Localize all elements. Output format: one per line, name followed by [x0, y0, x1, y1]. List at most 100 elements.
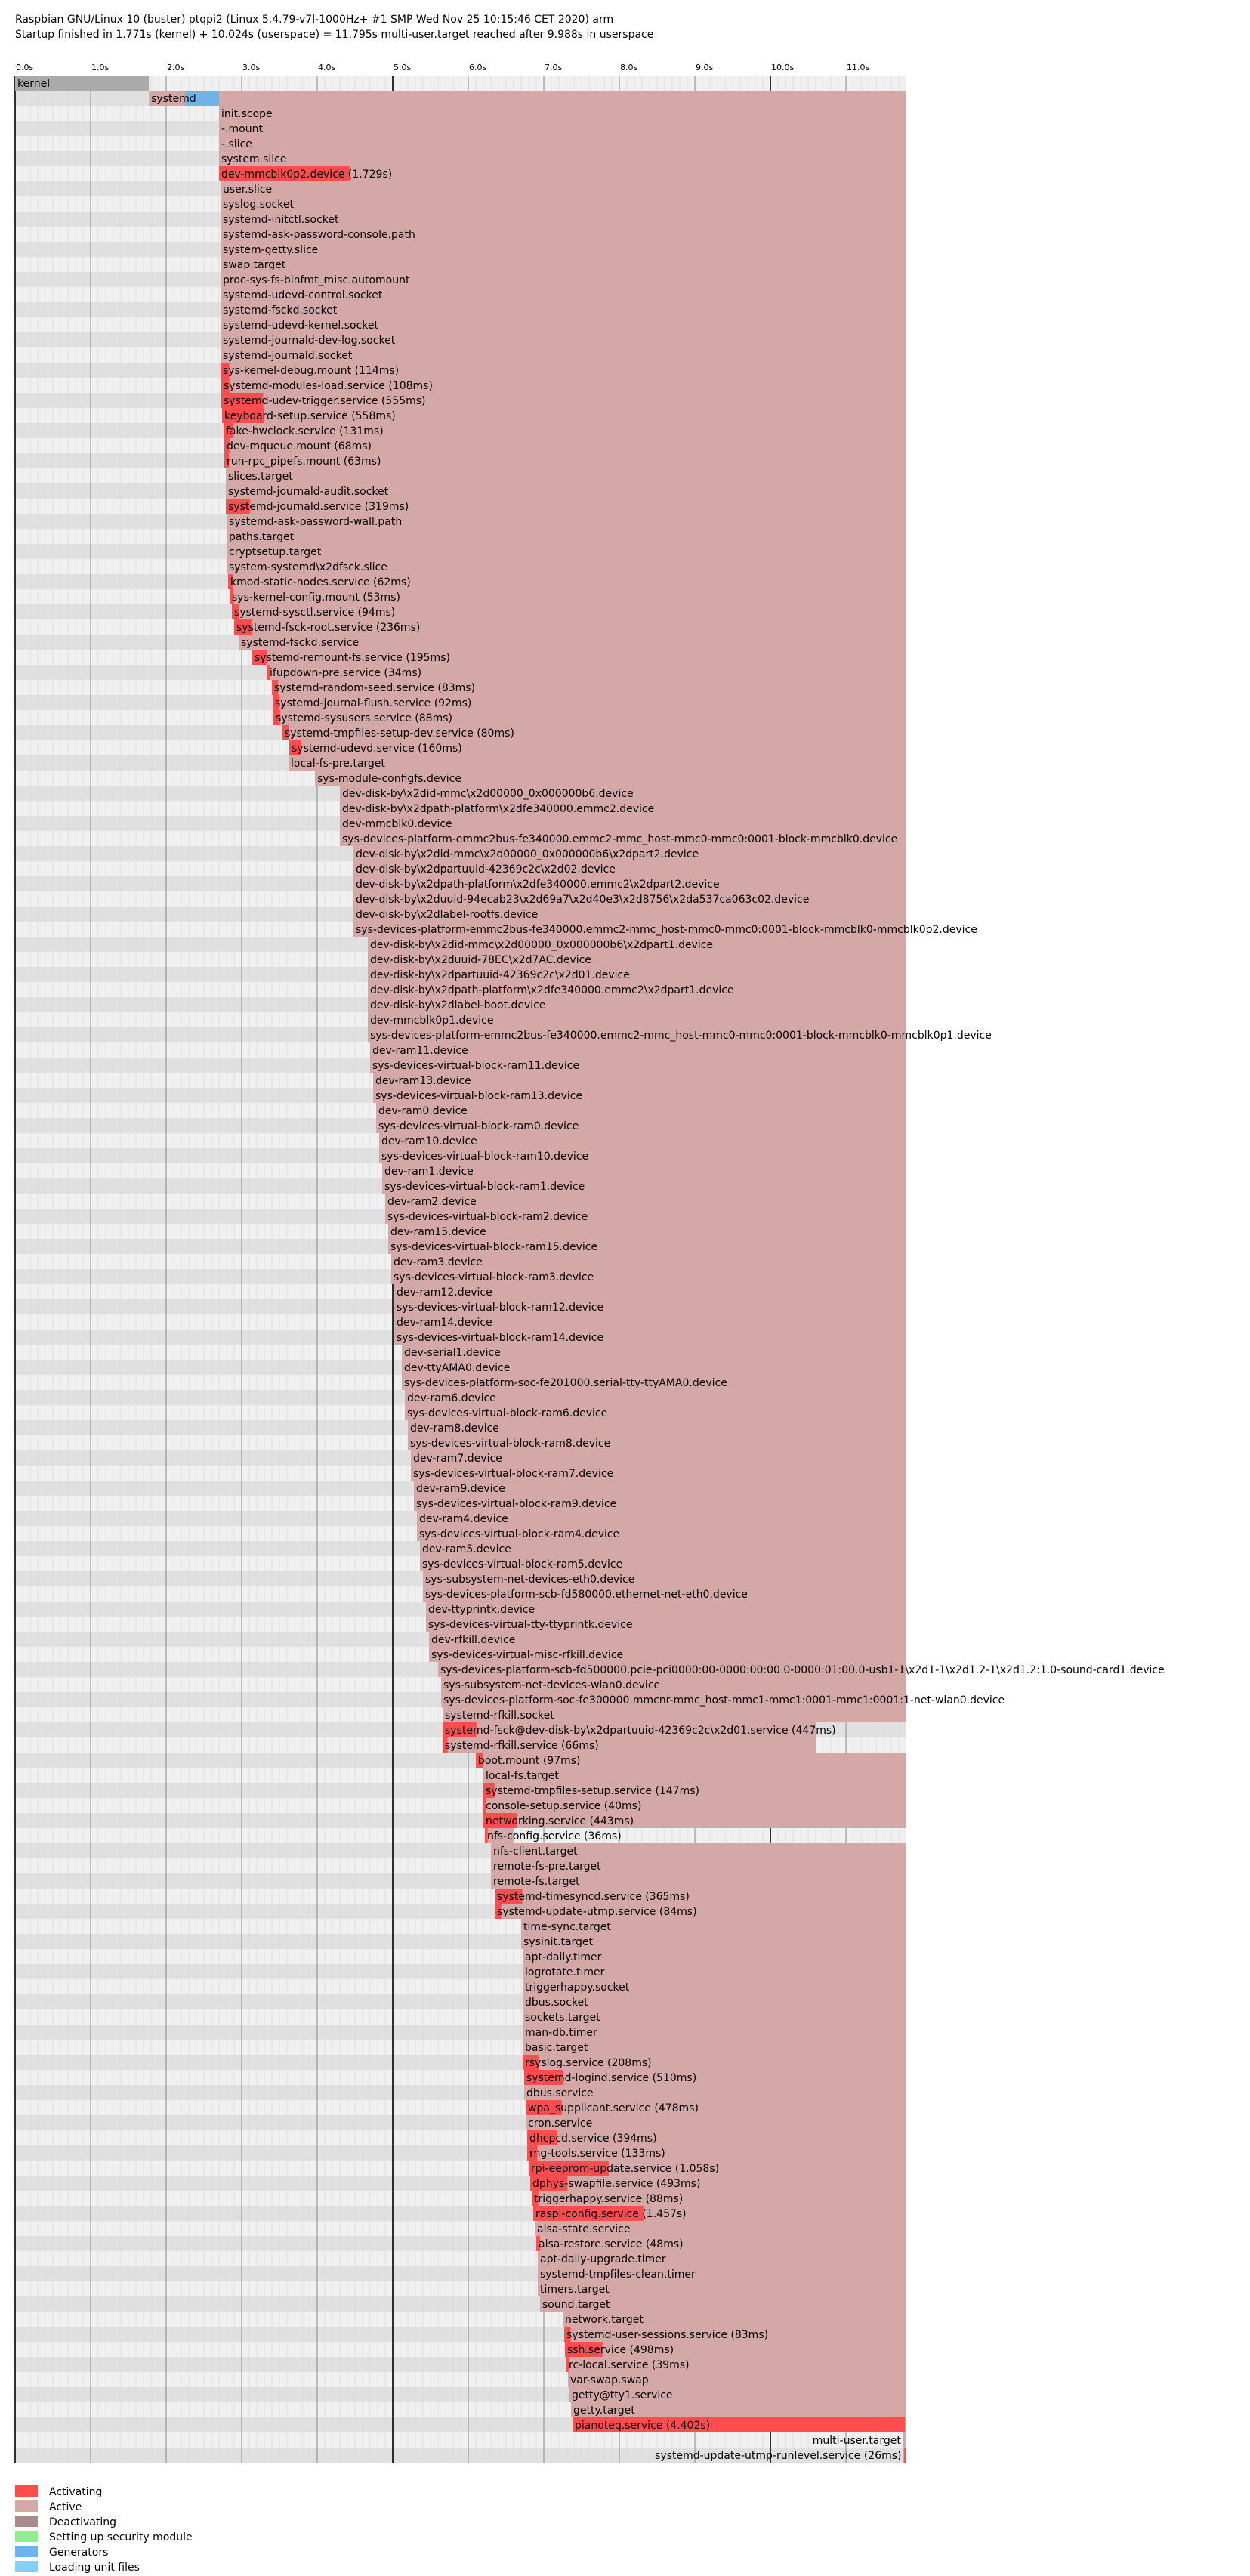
unit-row: sys-devices-virtual-block-ram1.device: [382, 1178, 906, 1194]
unit-row: dev-disk-by\x2dpath-platform\x2dfe340000…: [353, 876, 906, 891]
unit-row: systemd-journald-audit.socket: [226, 483, 906, 499]
unit-activating-bar: [221, 393, 264, 408]
unit-label: sys-kernel-debug.mount (114ms): [223, 365, 399, 377]
unit-active-bar: [532, 2191, 906, 2206]
unit-row: dev-ram11.device: [370, 1042, 906, 1058]
unit-row: man-db.timer: [523, 2025, 906, 2040]
unit-row: ssh.service (498ms): [565, 2342, 906, 2357]
unit-label: swap.target: [223, 259, 286, 271]
legend-label: Generators: [49, 2547, 108, 2559]
unit-active-bar: [523, 1964, 906, 1979]
unit-row: dev-ram13.device: [373, 1073, 906, 1088]
unit-label: dev-ram10.device: [381, 1135, 477, 1147]
unit-label: systemd-update-utmp-runlevel.service (26…: [655, 2450, 901, 2462]
unit-activating-bar: [483, 1813, 517, 1828]
unit-row: systemd-sysctl.service (94ms): [232, 604, 906, 619]
unit-active-bar: [491, 1873, 906, 1889]
legend-swatch: [15, 2516, 38, 2527]
unit-row: getty@tty1.service: [569, 2387, 906, 2402]
unit-active-bar: [391, 1254, 906, 1269]
unit-active-bar: [370, 1058, 906, 1073]
unit-active-bar: [221, 347, 906, 363]
unit-row: sys-devices-platform-emmc2bus-fe340000.e…: [368, 1027, 992, 1042]
unit-row: systemd-fsckd.service: [239, 635, 906, 650]
unit-active-bar: [368, 1027, 906, 1042]
unit-label: systemd-remount-fs.service (195ms): [255, 652, 450, 664]
unit-row: dev-ram0.device: [376, 1103, 906, 1118]
unit-generators-bar: [185, 91, 219, 106]
unit-active-bar: [523, 1979, 906, 1994]
unit-row: cryptsetup.target: [227, 544, 906, 559]
unit-label: sys-devices-virtual-block-ram12.device: [397, 1302, 603, 1314]
unit-label: fake-hwclock.service (131ms): [226, 425, 384, 437]
unit-active-bar: [221, 317, 906, 332]
unit-active-bar: [368, 937, 906, 952]
unit-row: system.slice: [219, 151, 906, 166]
unit-active-bar: [426, 1617, 906, 1632]
unit-active-bar: [282, 725, 906, 740]
unit-row: systemd-remount-fs.service (195ms): [252, 650, 906, 665]
unit-active-bar: [224, 453, 906, 468]
x-tick-label: 9.0s: [696, 63, 713, 73]
unit-label: remote-fs.target: [493, 1876, 580, 1888]
unit-row: dev-ram7.device: [411, 1450, 906, 1466]
unit-label: sys-devices-virtual-block-ram2.device: [387, 1211, 588, 1223]
unit-row: dbus.service: [524, 2085, 906, 2100]
unit-active-bar: [353, 907, 906, 922]
unit-label: systemd-ask-password-console.path: [223, 229, 415, 241]
unit-label: systemd-initctl.socket: [223, 214, 339, 226]
legend-label: Deactivating: [49, 2516, 116, 2528]
unit-row: sys-devices-virtual-block-ram14.device: [394, 1330, 906, 1345]
unit-active-bar: [222, 408, 906, 423]
unit-label: paths.target: [229, 531, 295, 543]
unit-label: alsa-state.service: [537, 2223, 630, 2235]
unit-active-bar: [353, 846, 906, 861]
unit-activating-bar: [282, 725, 289, 740]
unit-activating-bar: [443, 1722, 477, 1737]
unit-row: dev-ram14.device: [394, 1314, 906, 1330]
unit-active-bar: [219, 166, 906, 181]
unit-label: dev-ram12.device: [397, 1286, 492, 1299]
unit-label: getty@tty1.service: [572, 2389, 673, 2401]
unit-active-bar: [376, 1118, 906, 1133]
unit-active-bar: [420, 1556, 906, 1571]
unit-activating-bar: [483, 1798, 486, 1813]
unit-row: systemd-journald.service (319ms): [226, 499, 906, 514]
unit-active-bar: [221, 181, 906, 196]
unit-active-bar: [391, 1269, 906, 1284]
unit-row: boot.mount (97ms): [476, 1753, 906, 1768]
unit-label: dev-mmcblk0.device: [342, 818, 452, 830]
unit-label: sys-devices-virtual-block-ram3.device: [394, 1271, 594, 1283]
unit-label: local-fs.target: [486, 1770, 559, 1782]
unit-label: dev-ram1.device: [384, 1166, 474, 1178]
legend-item: Active: [15, 2500, 82, 2513]
unit-row: dev-disk-by\x2did-mmc\x2d00000_0x000000b…: [368, 937, 906, 952]
unit-label: dev-ram6.device: [407, 1392, 496, 1404]
unit-label: sys-devices-virtual-block-ram14.device: [397, 1332, 603, 1344]
legend-swatch: [15, 2485, 38, 2497]
unit-activating-bar: [523, 2055, 539, 2070]
unit-row: dev-ram8.device: [408, 1420, 906, 1435]
unit-active-bar: [426, 1602, 906, 1617]
unit-active-bar: [443, 1707, 906, 1722]
unit-row: keyboard-setup.service (558ms): [222, 408, 906, 423]
unit-row: time-sync.target: [521, 1919, 906, 1934]
unit-row: syslog.socket: [221, 196, 906, 212]
unit-label: rc-local.service (39ms): [569, 2359, 690, 2371]
unit-label: dev-disk-by\x2dpartuuid-42369c2c\x2d02.d…: [356, 863, 616, 876]
unit-label: systemd-journald-dev-log.socket: [223, 335, 396, 347]
unit-label: systemd-udevd.service (160ms): [292, 743, 462, 755]
unit-active-bar: [289, 740, 906, 755]
unit-row: sys-devices-virtual-block-ram6.device: [405, 1405, 906, 1420]
unit-label: sound.target: [542, 2299, 610, 2311]
unit-row: basic.target: [523, 2040, 906, 2055]
unit-activating-bar: [483, 1783, 495, 1798]
unit-active-bar: [408, 1435, 906, 1450]
unit-label: ifupdown-pre.service (34ms): [270, 667, 421, 679]
unit-label: -.mount: [221, 123, 263, 135]
unit-row: init.scope: [219, 106, 906, 121]
unit-active-bar: [289, 755, 906, 771]
unit-active-bar: [226, 483, 906, 499]
unit-row: -.mount: [219, 121, 906, 136]
unit-active-bar: [394, 1284, 906, 1299]
